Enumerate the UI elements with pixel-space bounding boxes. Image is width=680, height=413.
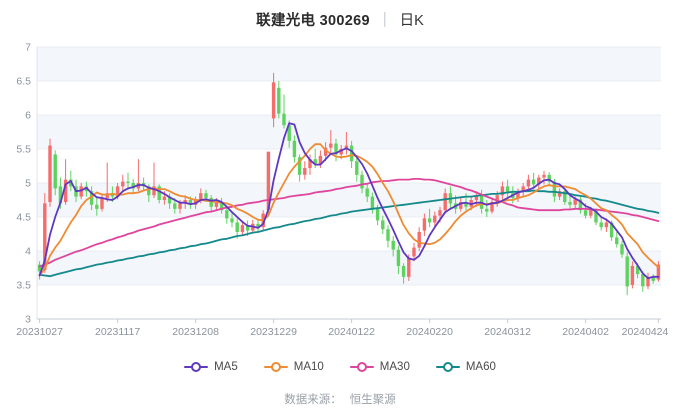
ma5-legend-marker [184, 362, 209, 373]
y-axis-labels: 7 6.5 6 5.5 5 4.5 4 3.5 3 [16, 42, 31, 326]
svg-text:4.5: 4.5 [16, 212, 31, 224]
chart-legend: MA5 MA10 MA30 MA60 [0, 357, 680, 377]
svg-text:20240402: 20240402 [562, 326, 609, 338]
ma10-legend-marker [263, 362, 288, 373]
kline-period-label: 日K [399, 12, 424, 29]
legend-label-ma60: MA60 [465, 361, 496, 373]
ma-line-MA5 [38, 122, 660, 280]
svg-text:3: 3 [25, 314, 31, 326]
legend-label-ma10: MA10 [293, 361, 324, 373]
svg-text:20240220: 20240220 [406, 326, 453, 338]
svg-text:5: 5 [25, 178, 31, 190]
data-source-value: 恒生聚源 [349, 394, 396, 406]
ma30-legend-marker [349, 362, 374, 373]
svg-text:6: 6 [25, 110, 31, 122]
data-source-label: 数据来源： [284, 394, 342, 406]
svg-text:6.5: 6.5 [16, 76, 31, 88]
svg-text:3.5: 3.5 [16, 280, 31, 292]
ma-line-MA60 [38, 189, 660, 278]
stock-title: 联建光电 300269 [256, 12, 370, 29]
svg-text:20231027: 20231027 [16, 326, 63, 338]
legend-label-ma5: MA5 [214, 361, 238, 373]
chart-header: 联建光电 300269 | 日K [0, 8, 680, 30]
x-axis-labels: 20231027 20231117 20231208 20231229 20240122… [16, 319, 669, 338]
svg-text:4: 4 [25, 246, 31, 258]
data-source: 数据来源： 恒生聚源 [0, 391, 680, 407]
legend-item-ma30[interactable]: MA30 [349, 361, 410, 373]
svg-text:5.5: 5.5 [16, 144, 31, 156]
ma-line-MA30 [38, 177, 660, 268]
svg-text:20231208: 20231208 [172, 326, 219, 338]
legend-label-ma30: MA30 [379, 361, 410, 373]
legend-item-ma5[interactable]: MA5 [184, 361, 238, 373]
svg-text:20231229: 20231229 [250, 326, 297, 338]
svg-text:20240312: 20240312 [484, 326, 531, 338]
svg-text:20240122: 20240122 [328, 326, 375, 338]
grid-bands [37, 47, 661, 285]
svg-text:20231117: 20231117 [95, 326, 140, 338]
title-separator: | [382, 10, 387, 28]
svg-text:7: 7 [25, 42, 31, 54]
svg-text:20240424: 20240424 [622, 326, 669, 338]
ma-line-MA10 [38, 143, 660, 277]
ma60-legend-marker [435, 362, 460, 373]
legend-item-ma60[interactable]: MA60 [435, 361, 496, 373]
legend-item-ma10[interactable]: MA10 [263, 361, 324, 373]
